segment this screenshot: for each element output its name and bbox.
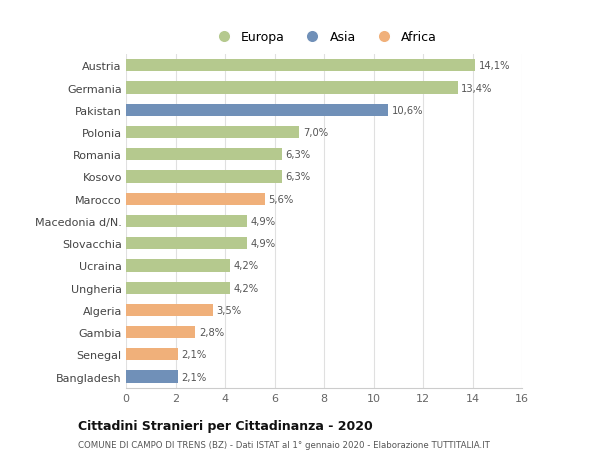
Legend: Europa, Asia, Africa: Europa, Asia, Africa (211, 31, 437, 45)
Bar (126, 371, 178, 383)
Text: 10,6%: 10,6% (392, 106, 424, 116)
Text: 14,1%: 14,1% (479, 61, 510, 71)
Text: 4,9%: 4,9% (251, 217, 276, 226)
Text: 2,1%: 2,1% (182, 350, 207, 359)
Text: 4,2%: 4,2% (233, 283, 259, 293)
Bar (126, 127, 299, 139)
Bar (126, 105, 388, 117)
Text: 2,8%: 2,8% (199, 327, 224, 337)
Bar (126, 326, 196, 338)
Text: 6,3%: 6,3% (286, 172, 311, 182)
Text: 13,4%: 13,4% (461, 84, 493, 93)
Bar (126, 60, 475, 72)
Text: Cittadini Stranieri per Cittadinanza - 2020: Cittadini Stranieri per Cittadinanza - 2… (78, 419, 373, 432)
Text: 3,5%: 3,5% (217, 305, 241, 315)
Bar (126, 149, 282, 161)
Text: COMUNE DI CAMPO DI TRENS (BZ) - Dati ISTAT al 1° gennaio 2020 - Elaborazione TUT: COMUNE DI CAMPO DI TRENS (BZ) - Dati IST… (78, 441, 490, 449)
Bar (126, 260, 230, 272)
Bar (126, 215, 247, 228)
Bar (126, 171, 282, 183)
Bar (126, 238, 247, 250)
Bar (126, 304, 212, 316)
Bar (126, 82, 458, 95)
Bar (126, 193, 265, 205)
Bar (126, 348, 178, 361)
Text: 7,0%: 7,0% (303, 128, 328, 138)
Text: 5,6%: 5,6% (268, 194, 293, 204)
Bar (126, 282, 230, 294)
Text: 2,1%: 2,1% (182, 372, 207, 382)
Text: 6,3%: 6,3% (286, 150, 311, 160)
Text: 4,9%: 4,9% (251, 239, 276, 249)
Text: 4,2%: 4,2% (233, 261, 259, 271)
